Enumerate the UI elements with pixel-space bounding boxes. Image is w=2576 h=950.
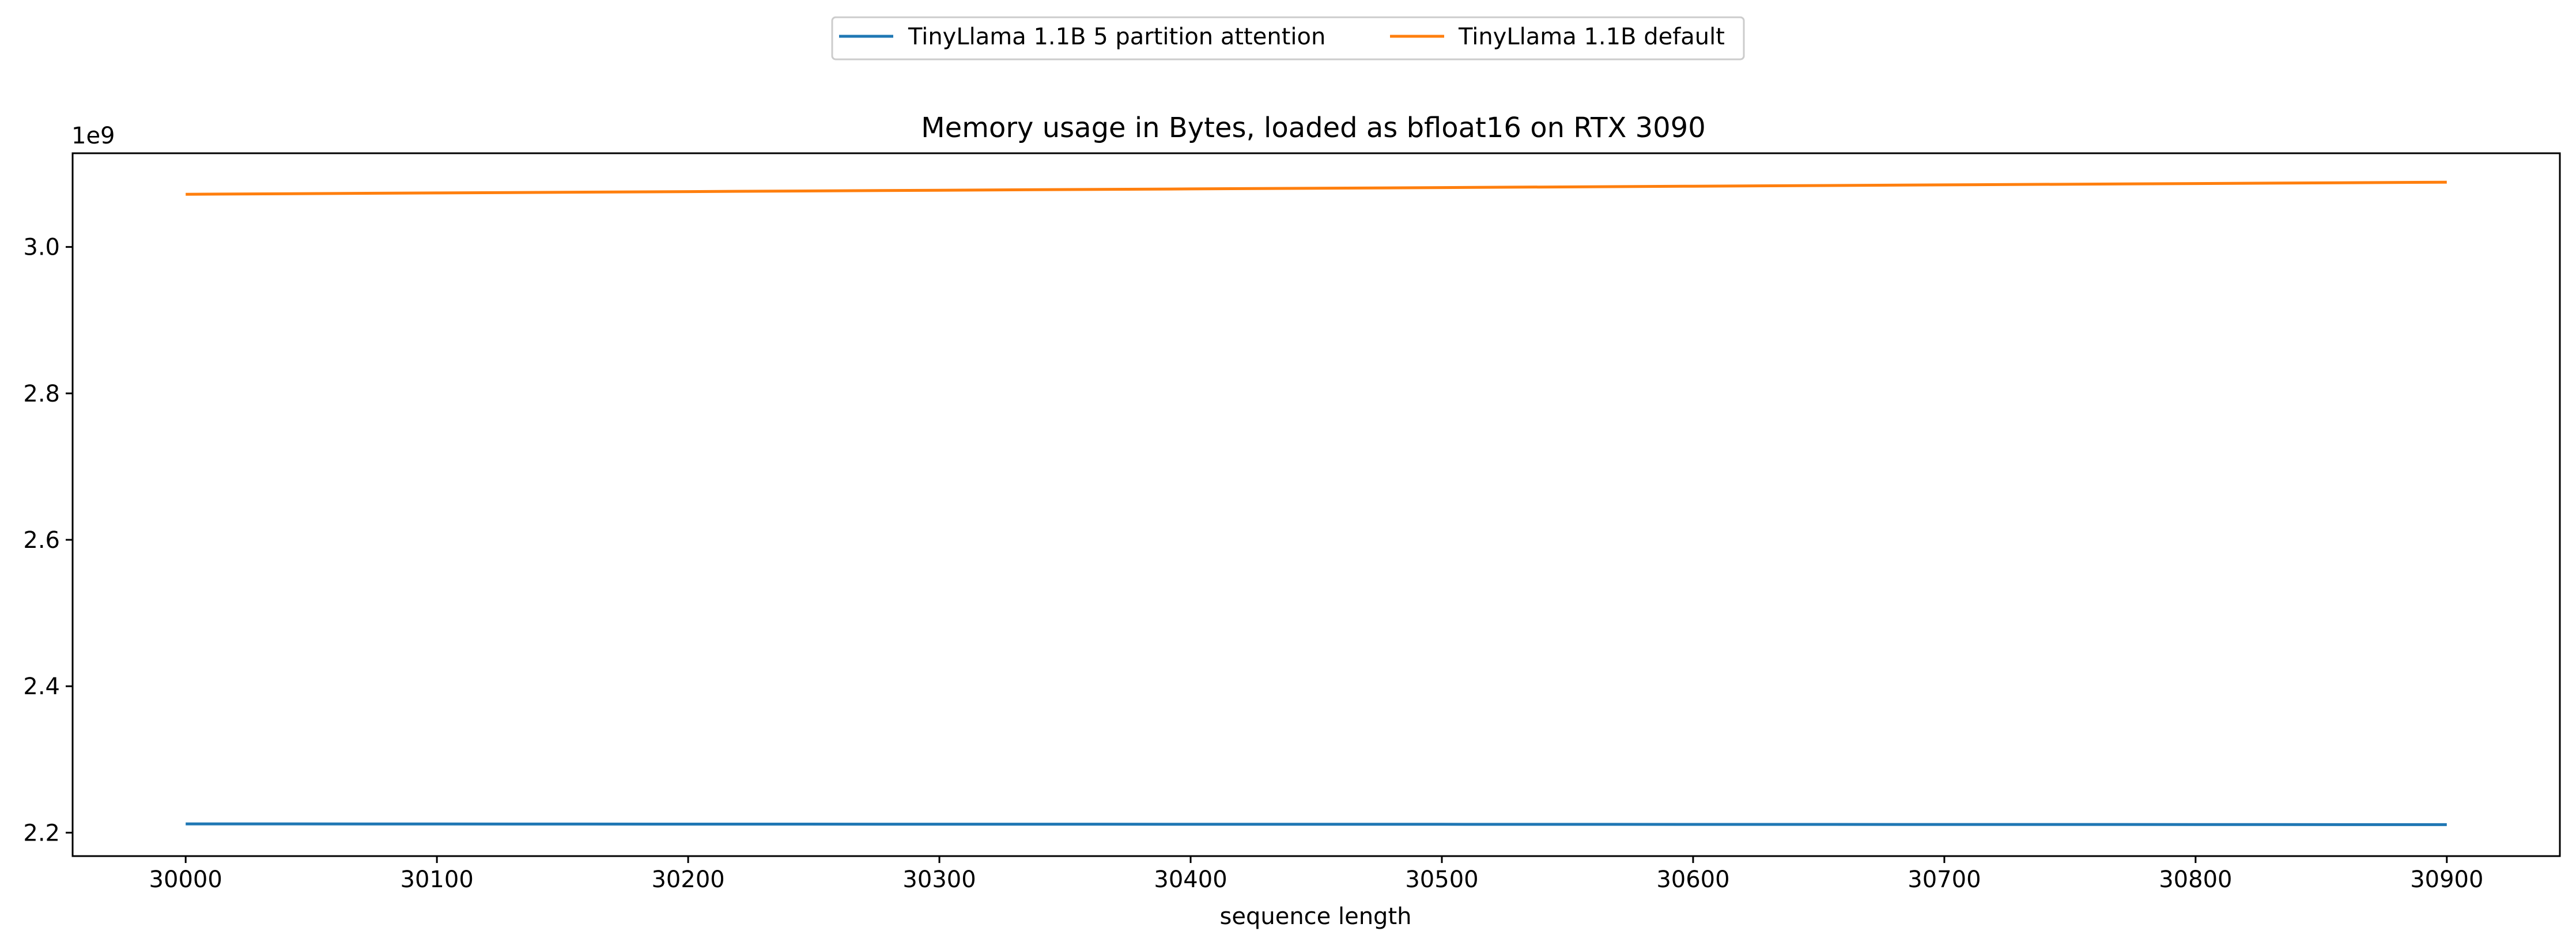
y-tick-label: 2.4 [23, 673, 60, 700]
x-tick-label: 30700 [1908, 866, 1981, 893]
y-tick-label: 3.0 [23, 234, 60, 261]
x-axis-label: sequence length [1220, 903, 1412, 930]
x-tick-label: 30200 [651, 866, 724, 893]
y-tick-label: 2.2 [23, 820, 60, 846]
legend-label-series-1: TinyLlama 1.1B 5 partition attention [908, 24, 1325, 50]
legend-box [831, 16, 1745, 60]
x-tick-label: 30000 [149, 866, 222, 893]
y-tick-label: 2.6 [23, 527, 60, 554]
y-axis: 2.2 2.4 2.6 2.8 3.0 [23, 234, 73, 846]
y-tick-label: 2.8 [23, 381, 60, 407]
chart-title: Memory usage in Bytes, loaded as bfloat1… [921, 112, 1705, 144]
x-tick-label: 30300 [902, 866, 976, 893]
series-line-2 [186, 180, 2447, 196]
x-tick-label: 30500 [1405, 866, 1478, 893]
x-tick-label: 30800 [2159, 866, 2232, 893]
x-tick-label: 30400 [1154, 866, 1227, 893]
x-axis: 30000 30100 30200 30300 30400 30500 30600 30700… [149, 856, 2483, 893]
x-tick-label: 30600 [1656, 866, 1729, 893]
legend: TinyLlama 1.1B 5 partition attention Tin… [831, 16, 1745, 60]
series-lines [186, 180, 2447, 826]
x-tick-label: 30100 [401, 866, 474, 893]
x-tick-label: 30900 [2410, 866, 2483, 893]
legend-label-series-2: TinyLlama 1.1B default [1458, 24, 1725, 50]
y-axis-offset-text: 1e9 [71, 123, 115, 149]
plot-area [71, 152, 2561, 857]
